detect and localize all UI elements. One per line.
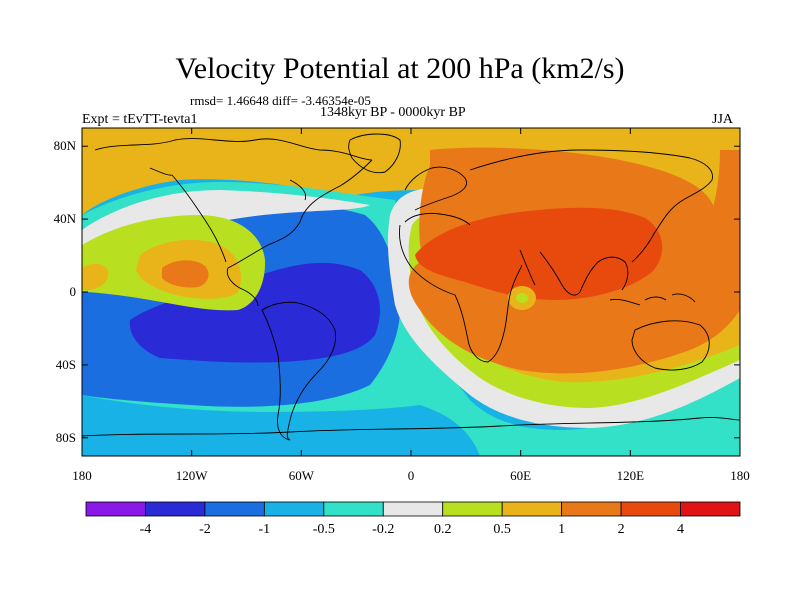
colorbar-label: 2 (617, 522, 625, 537)
field-region-p05-1-farwest (82, 263, 109, 290)
lon-tick-label: 0 (407, 468, 415, 483)
colorbar-label: 1 (558, 522, 566, 537)
colorbar-swatch (442, 501, 503, 517)
lat-tick-label: 80S (55, 429, 76, 445)
lat-tick-label: 80N (53, 138, 76, 154)
lon-tick-label: 60E (510, 468, 532, 483)
colorbar-swatch (204, 501, 265, 517)
chart-title: Velocity Potential at 200 hPa (km2/s) (175, 52, 625, 85)
period-label: 1348kyr BP - 0000kyr BP (320, 105, 466, 120)
field-region-p2-4 (415, 207, 663, 300)
field-region-p1-2-west (162, 260, 209, 288)
field-region-p1-2 (408, 150, 740, 374)
colorbar-label: -4 (139, 522, 152, 537)
lon-ticks (81, 128, 741, 456)
lon-tick-label: 120E (616, 468, 645, 483)
colorbar-swatch (85, 501, 146, 517)
colorbar (85, 501, 741, 517)
colorbar-swatch (145, 501, 206, 517)
field-region-lt-m2 (129, 262, 380, 363)
colorbar-swatch (323, 501, 384, 517)
field-layer (82, 128, 740, 456)
field-region-m1-m05-south (82, 395, 480, 456)
experiment-label: Expt = tEvTT-tevta1 (82, 112, 198, 127)
colorbar-label: -0.2 (372, 522, 395, 537)
coastlines (82, 133, 740, 441)
lon-tick-label: 180 (730, 468, 750, 483)
lon-tick-label: 60W (288, 468, 314, 483)
colorbar-label: -0.5 (312, 522, 335, 537)
colorbar-label: 0.2 (433, 522, 452, 537)
lat-tick-label: 0 (69, 284, 77, 299)
colorbar-label: 0.5 (493, 522, 511, 537)
colorbar-swatch (620, 501, 681, 517)
lon-tick-label: 120W (175, 468, 208, 483)
field-region-p02-05-arabian (516, 293, 528, 303)
colorbar-swatch (561, 501, 622, 517)
colorbar-swatch (263, 501, 325, 517)
colorbar-swatch (680, 501, 741, 517)
field-region-neutral-west (82, 190, 370, 290)
lat-tick-label: 40S (55, 356, 76, 372)
lat-ticks (82, 145, 740, 439)
season-label: JJA (712, 112, 734, 127)
colorbar-label: -1 (258, 522, 271, 537)
colorbar-swatch (501, 501, 563, 517)
lat-tick-label: 40N (53, 211, 76, 227)
colorbar-label: 4 (677, 522, 685, 537)
colorbar-swatch (382, 501, 444, 517)
lon-tick-label: 180 (72, 468, 92, 483)
stats-line: rmsd= 1.46648 diff= -3.46354e-05 (190, 93, 371, 108)
colorbar-label: -2 (199, 522, 211, 537)
